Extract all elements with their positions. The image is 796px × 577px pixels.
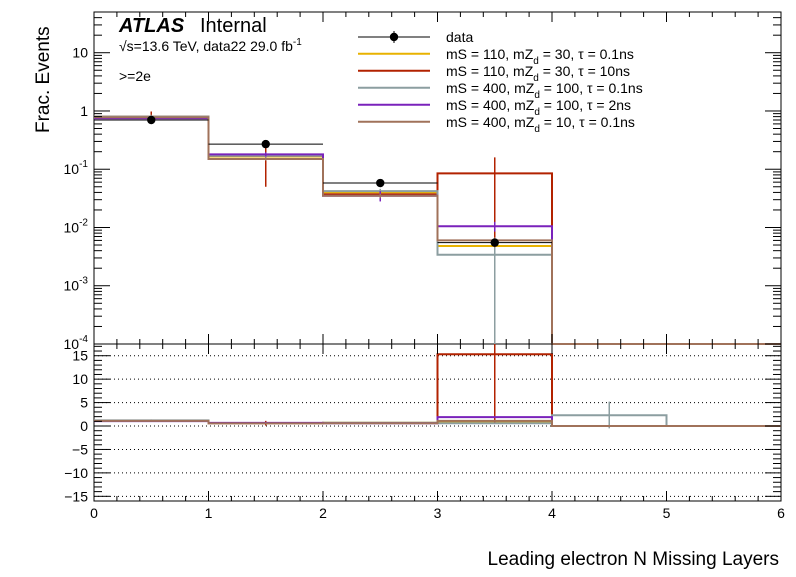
x-tick-label: 0 [90,505,98,521]
top-y-tick-label: 10-4 [64,334,89,352]
series-histogram [94,116,781,345]
internal-label: Internal [200,15,267,37]
data-point [261,139,270,149]
ratio-y-tick-label: 10 [72,371,88,387]
selection-label: >=2e [119,68,151,84]
ratio-panel-series [94,344,781,429]
top-y-tick-label: 10-3 [64,276,89,294]
atlas-label: ATLAS [118,15,185,37]
ratio-y-tick-label: −15 [64,488,88,504]
top-y-tick-label: 10-2 [64,217,89,235]
x-tick-label: 2 [319,505,327,521]
ratio-y-tick-label: 5 [80,395,88,411]
legend-data-marker [389,32,399,42]
data-point [376,178,385,188]
legend-label: mS = 400, mZd = 10, τ = 0.1ns [446,114,635,135]
ratio-histogram [94,419,781,428]
data-point [490,238,499,247]
energy-label: √s=13.6 TeV, data22 29.0 fb-1 [119,37,302,54]
x-tick-label: 5 [663,505,671,521]
top-y-tick-label: 1 [80,103,88,119]
x-tick-label: 3 [434,505,442,521]
legend-label: mS = 110, mZd = 30, τ = 0.1ns [446,46,634,67]
legend-label: mS = 400, mZd = 100, τ = 2ns [446,97,631,118]
data-point [147,115,156,125]
ratio-y-tick-label: 0 [80,418,88,434]
ratio-y-tick-label: −10 [64,465,88,481]
x-tick-label: 1 [205,505,213,521]
top-y-tick-label: 10 [72,45,88,61]
energy-superscript: -1 [293,37,302,48]
x-tick-label: 4 [548,505,556,521]
legend-label: mS = 400, mZd = 100, τ = 0.1ns [446,80,643,101]
top-y-tick-label: 10-1 [64,159,89,177]
legend-label-data: data [446,29,473,45]
energy-text: √s=13.6 TeV, data22 29.0 fb [119,38,293,54]
x-axis-label: Leading electron N Missing Layers [488,549,780,570]
ratio-histogram [94,353,781,428]
y-axis-label: Frac. Events [33,26,54,133]
ratio-y-tick-label: 15 [72,348,88,364]
top-panel-series [94,111,781,345]
data-points [94,115,552,247]
legend-label: mS = 110, mZd = 30, τ = 10ns [446,63,630,84]
x-tick-label: 6 [777,505,785,521]
axes: 0 1 2 3 4 5 6 10-4 10-3 10-2 10-1 1 10 −15 −10 −5 0 5 10 15 [64,12,785,521]
ratio-y-tick-label: −5 [72,441,88,457]
